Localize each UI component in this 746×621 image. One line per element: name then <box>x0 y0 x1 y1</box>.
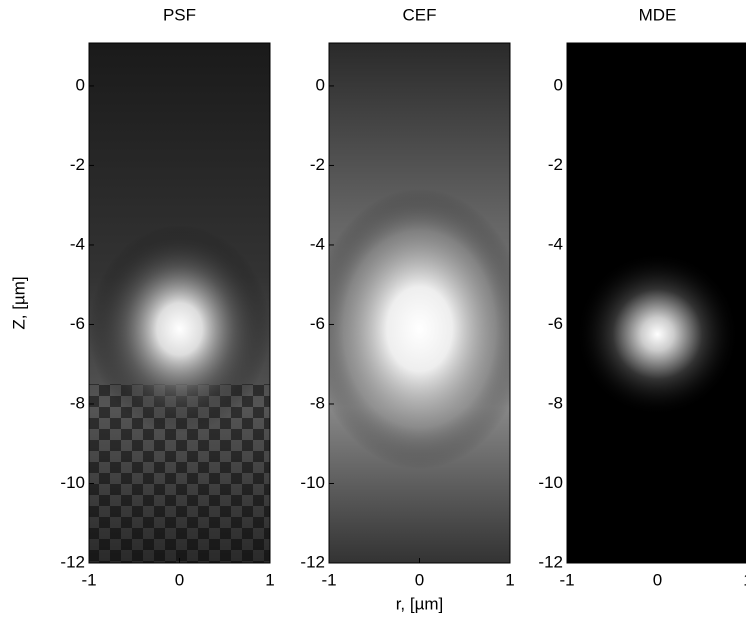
y-tick-label: 0 <box>316 75 325 94</box>
y-tick-label: -6 <box>310 314 325 333</box>
panel-title: MDE <box>639 5 677 24</box>
heatmap-image <box>89 43 270 563</box>
y-tick-label: 0 <box>554 75 563 94</box>
y-tick-label: -12 <box>300 552 325 571</box>
x-tick-label: 1 <box>265 570 274 589</box>
y-tick-label: -4 <box>548 234 563 253</box>
y-tick-label: -10 <box>300 473 325 492</box>
y-tick-label: 0 <box>76 75 85 94</box>
x-tick-label: 1 <box>743 570 746 589</box>
y-tick-label: -10 <box>538 473 563 492</box>
x-tick-label: 0 <box>175 570 184 589</box>
y-tick-label: -4 <box>70 234 85 253</box>
x-tick-label: -1 <box>559 570 574 589</box>
y-tick-label: -10 <box>60 473 85 492</box>
y-tick-label: -6 <box>70 314 85 333</box>
panel-title: PSF <box>163 5 196 24</box>
y-tick-label: -6 <box>548 314 563 333</box>
y-tick-label: -8 <box>548 393 563 412</box>
x-axis-label: r, [µm] <box>396 594 444 613</box>
y-tick-label: -12 <box>60 552 85 571</box>
x-tick-label: -1 <box>81 570 96 589</box>
y-axis-label: Z, [µm] <box>9 276 28 329</box>
y-tick-label: -2 <box>310 155 325 174</box>
heatmap-image <box>567 43 746 563</box>
x-tick-label: 0 <box>415 570 424 589</box>
heatmap-image <box>329 43 510 563</box>
y-tick-label: -8 <box>70 393 85 412</box>
x-tick-label: 0 <box>653 570 662 589</box>
y-tick-label: -4 <box>310 234 325 253</box>
panel-title: CEF <box>403 5 437 24</box>
x-tick-label: -1 <box>321 570 336 589</box>
x-tick-label: 1 <box>505 570 514 589</box>
y-tick-label: -2 <box>70 155 85 174</box>
y-tick-label: -12 <box>538 552 563 571</box>
y-tick-label: -8 <box>310 393 325 412</box>
y-tick-label: -2 <box>548 155 563 174</box>
